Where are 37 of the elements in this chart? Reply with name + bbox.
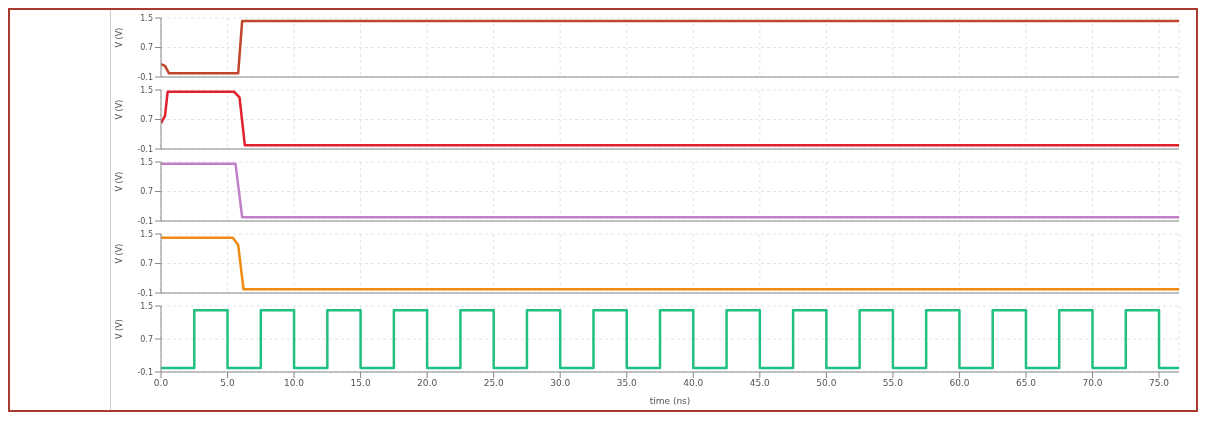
x-tick-label: 5.0 [220,378,235,389]
x-tick-label: 25.0 [483,378,504,389]
y-axis-title: V (V) [114,171,124,192]
y-axis-title: V (V) [114,319,124,339]
y-tick-label: 0.7 [140,259,153,269]
y-tick-label: 1.5 [140,85,153,95]
y-tick-label: -0.1 [137,144,153,154]
y-tick-label: -0.1 [137,72,153,82]
x-tick-label: 20.0 [417,378,438,389]
x-tick-label: 40.0 [683,378,704,389]
y-tick-label: 1.5 [140,301,153,311]
x-tick-label: 45.0 [749,378,771,389]
x-tick-label: 60.0 [949,378,970,389]
x-tick-label: 10.0 [284,378,305,389]
y-axis-title: V (V) [114,99,124,120]
y-axis-title: V (V) [114,27,124,48]
y-tick-label: -0.1 [137,367,153,377]
y-tick-label: 1.5 [140,229,153,239]
y-tick-label: 1.5 [140,13,153,23]
y-tick-label: -0.1 [137,288,153,298]
y-tick-label: 0.7 [140,115,153,125]
x-axis-title: time (ns) [649,396,691,406]
x-tick-label: 35.0 [616,378,638,389]
x-tick-label: 50.0 [816,378,837,389]
x-tick-label: 70.0 [1082,378,1103,389]
y-tick-label: 1.5 [140,157,153,167]
x-tick-label: 30.0 [550,378,571,389]
x-tick-label: 75.0 [1149,378,1170,389]
x-tick-label: 0.0 [153,378,169,389]
y-tick-label: 0.7 [140,187,153,197]
y-tick-label: 0.7 [140,43,153,53]
x-tick-label: 15.0 [350,378,371,389]
x-tick-label: 55.0 [882,378,904,389]
y-tick-label: -0.1 [137,216,153,226]
y-axis-title: V (V) [114,243,124,264]
y-tick-label: 0.7 [140,334,153,344]
x-tick-label: 65.0 [1015,378,1037,389]
